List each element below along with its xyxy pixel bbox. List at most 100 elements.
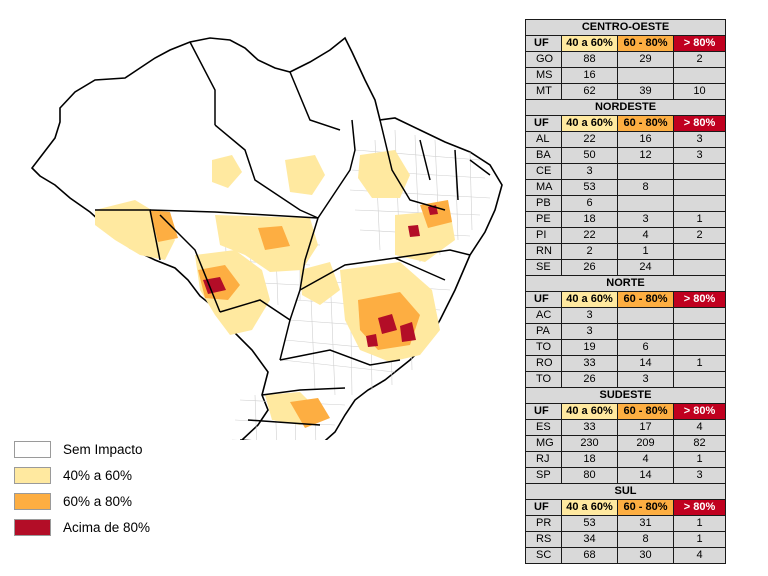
cell-above-80: 82 (672, 435, 727, 452)
column-header-row: UF 40 a 60% 60 - 80% > 80% (525, 35, 727, 52)
cell-above-80: 1 (672, 531, 727, 548)
cell-40-60: 3 (561, 323, 618, 340)
region-mid-mato-grosso (258, 226, 290, 250)
cell-60-80: 16 (617, 131, 674, 148)
column-header-row: UF 40 a 60% 60 - 80% > 80% (525, 403, 727, 420)
region-header-row: NORTE (524, 275, 727, 292)
cell-40-60: 53 (561, 515, 618, 532)
cell-above-80: 1 (672, 355, 727, 372)
cell-above-80: 1 (672, 515, 727, 532)
header-60-80: 60 - 80% (617, 291, 674, 308)
cell-above-80 (672, 371, 727, 388)
header-40-60: 40 a 60% (561, 499, 618, 516)
cell-60-80: 29 (617, 51, 674, 68)
cell-above-80: 3 (672, 131, 727, 148)
cell-40-60: 19 (561, 339, 618, 356)
cell-60-80: 17 (617, 419, 674, 436)
table-row: CE 3 (525, 163, 727, 180)
cell-uf: SC (525, 547, 562, 564)
cell-uf: RJ (525, 451, 562, 468)
cell-above-80 (672, 195, 727, 212)
cell-60-80: 14 (617, 355, 674, 372)
legend-item-low: 40% a 60% (14, 462, 150, 488)
table-row: AL 22 16 3 (525, 131, 727, 148)
cell-40-60: 3 (561, 163, 618, 180)
region-low-amazonas (212, 155, 242, 188)
legend-label: 60% a 80% (63, 493, 133, 509)
border-sp-mg (279, 349, 401, 366)
legend-swatch (14, 518, 51, 536)
cell-uf: RN (525, 243, 562, 260)
table-row: TO 19 6 (525, 339, 727, 356)
cell-uf: PB (525, 195, 562, 212)
cell-above-80: 1 (672, 451, 727, 468)
region-low-northeast (358, 150, 410, 198)
cell-60-80: 31 (617, 515, 674, 532)
impact-table: CENTRO-OESTE UF 40 a 60% 60 - 80% > 80% GO 88 2… (524, 19, 727, 564)
cell-40-60: 50 (561, 147, 618, 164)
legend-swatch (14, 466, 51, 484)
cell-above-80 (672, 179, 727, 196)
region-header-row: SUL (524, 483, 727, 500)
cell-above-80 (672, 243, 727, 260)
cell-60-80: 14 (617, 467, 674, 484)
cell-above-80 (672, 163, 727, 180)
table-row: SC 68 30 4 (525, 547, 727, 564)
cell-40-60: 26 (561, 259, 618, 276)
cell-40-60: 68 (561, 547, 618, 564)
table-row: SE 26 24 (525, 259, 727, 276)
cell-uf: RS (525, 531, 562, 548)
table-row: MT 62 39 10 (525, 83, 727, 100)
table-row: MS 16 (525, 67, 727, 84)
header-40-60: 40 a 60% (561, 115, 618, 132)
cell-40-60: 33 (561, 419, 618, 436)
table-row: ES 33 17 4 (525, 419, 727, 436)
cell-above-80 (672, 67, 727, 84)
border-south (261, 387, 346, 396)
header-above-80: > 80% (672, 403, 727, 420)
region-name: CENTRO-OESTE (524, 19, 727, 36)
border-roraima (189, 41, 216, 125)
cell-above-80: 4 (672, 419, 727, 436)
table-row: RJ 18 4 1 (525, 451, 727, 468)
region-mid-sul (290, 398, 330, 428)
region-mid-acre (150, 210, 178, 242)
cell-40-60: 22 (561, 131, 618, 148)
border-acre (95, 209, 161, 261)
border-rondonia (159, 214, 221, 313)
cell-60-80: 30 (617, 547, 674, 564)
cell-above-80 (672, 259, 727, 276)
region-header-row: NORDESTE (524, 99, 727, 116)
border-tocantins-bahia (317, 119, 356, 219)
legend-label: Acima de 80% (63, 519, 151, 535)
header-above-80: > 80% (672, 115, 727, 132)
cell-uf: GO (525, 51, 562, 68)
cell-above-80 (672, 323, 727, 340)
cell-40-60: 22 (561, 227, 618, 244)
cell-60-80: 4 (617, 451, 674, 468)
header-60-80: 60 - 80% (617, 403, 674, 420)
cell-above-80: 4 (672, 547, 727, 564)
header-60-80: 60 - 80% (617, 35, 674, 52)
legend-swatch (14, 492, 51, 510)
cell-60-80 (617, 307, 674, 324)
cell-60-80: 3 (617, 371, 674, 388)
cell-40-60: 88 (561, 51, 618, 68)
region-name: SUL (524, 483, 727, 500)
cell-40-60: 6 (561, 195, 618, 212)
cell-uf: MA (525, 179, 562, 196)
cell-uf: MS (525, 67, 562, 84)
region-high-rondonia (203, 277, 226, 294)
cell-uf: AC (525, 307, 562, 324)
legend-swatch (14, 440, 51, 458)
cell-60-80 (617, 163, 674, 180)
region-name: SUDESTE (524, 387, 727, 404)
header-uf: UF (525, 291, 562, 308)
cell-above-80: 1 (672, 211, 727, 228)
header-above-80: > 80% (672, 291, 727, 308)
region-high-minas-a (378, 314, 397, 334)
impact-above-80-areas (203, 205, 438, 347)
table-row: RO 33 14 1 (525, 355, 727, 372)
cell-60-80: 1 (617, 243, 674, 260)
cell-uf: RO (525, 355, 562, 372)
